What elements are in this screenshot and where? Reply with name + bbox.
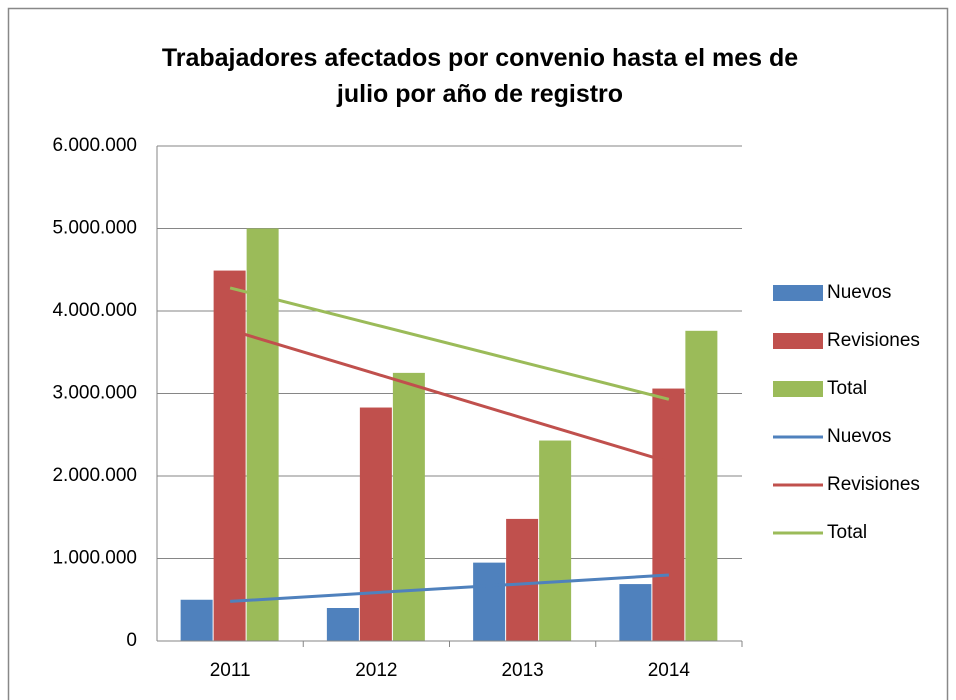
bar — [180, 599, 213, 641]
legend-label: Revisiones — [827, 474, 920, 495]
legend-label: Total — [827, 378, 867, 399]
legend-swatch — [773, 333, 823, 349]
bar — [213, 270, 246, 641]
x-tick-label: 2013 — [501, 660, 543, 681]
trend-line — [229, 286, 670, 401]
y-tick-label: 3.000.000 — [52, 383, 137, 404]
bar — [359, 407, 392, 641]
trend-line — [230, 573, 669, 603]
bar — [506, 518, 539, 641]
x-tick-label: 2014 — [648, 660, 691, 681]
legend-label: Nuevos — [827, 426, 891, 447]
y-tick-label: 0 — [126, 630, 137, 651]
legend-swatch — [773, 285, 823, 301]
y-tick-label: 1.000.000 — [52, 548, 137, 569]
legend-label: Total — [827, 522, 867, 543]
legend-swatch — [773, 381, 823, 397]
bar — [539, 440, 572, 641]
bar — [473, 562, 506, 641]
bar — [619, 584, 652, 641]
y-tick-label: 4.000.000 — [52, 300, 137, 321]
bar — [652, 388, 685, 641]
legend-label: Nuevos — [827, 282, 891, 303]
chart-title-box: Trabajadores afectados por convenio hast… — [120, 40, 840, 112]
bar — [392, 372, 425, 641]
y-tick-label: 2.000.000 — [52, 465, 137, 486]
y-tick-label: 6.000.000 — [52, 135, 137, 156]
x-tick-label: 2011 — [210, 660, 251, 681]
bar — [685, 330, 718, 641]
y-tick-label: 5.000.000 — [52, 218, 137, 239]
bar — [246, 228, 279, 641]
chart-title: Trabajadores afectados por convenio hast… — [161, 44, 799, 108]
legend-label: Revisiones — [827, 330, 920, 351]
trend-line — [229, 328, 670, 464]
bar — [326, 608, 359, 641]
x-tick-label: 2012 — [355, 660, 397, 681]
